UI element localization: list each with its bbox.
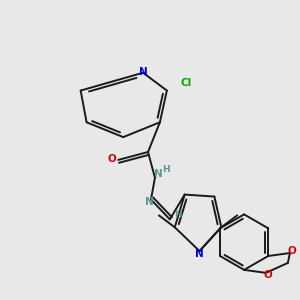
Text: H: H (174, 210, 182, 219)
Text: O: O (263, 270, 272, 280)
Text: O: O (108, 154, 117, 164)
Text: N: N (139, 67, 147, 77)
Text: N: N (145, 196, 153, 206)
Text: N: N (195, 249, 204, 259)
Text: O: O (287, 246, 296, 256)
Text: N: N (154, 169, 162, 179)
Text: Cl: Cl (181, 78, 192, 88)
Text: H: H (162, 165, 170, 174)
